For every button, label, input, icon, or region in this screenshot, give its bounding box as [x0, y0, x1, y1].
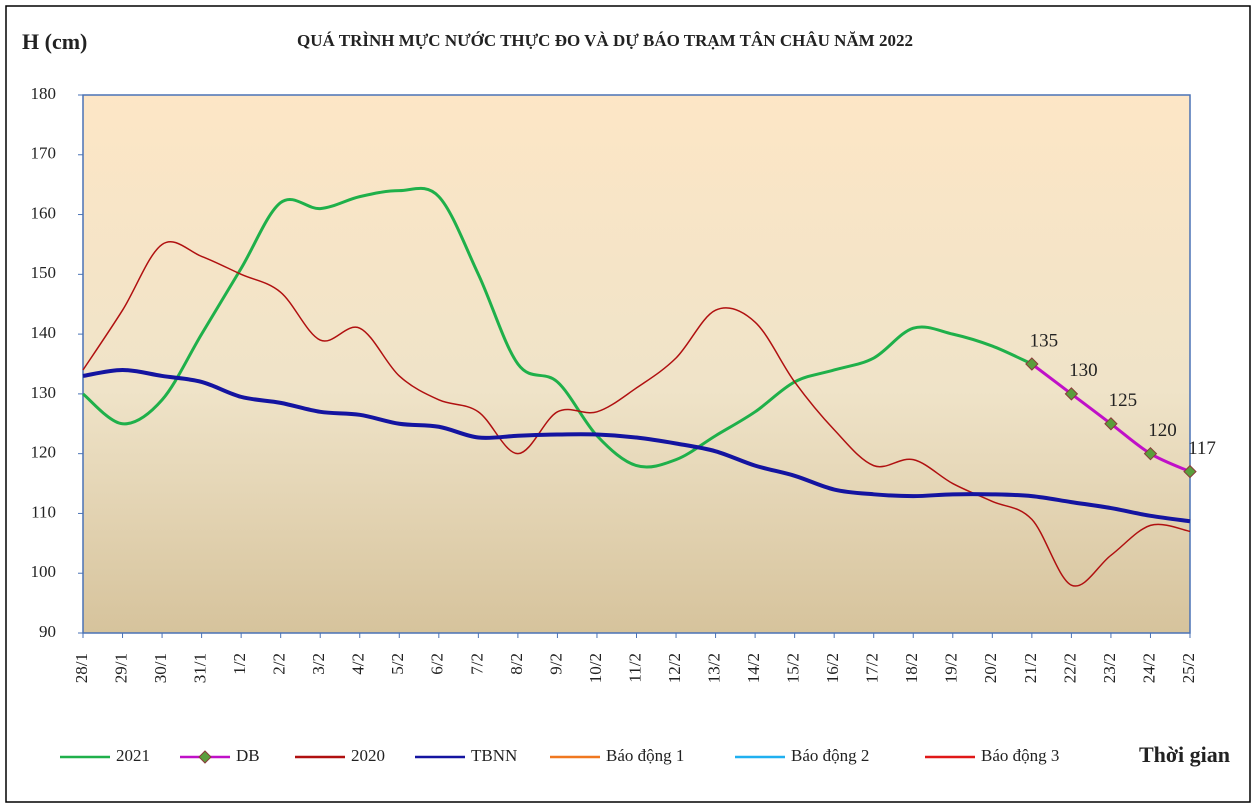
y-tick-label: 140	[31, 323, 57, 342]
y-tick-label: 150	[31, 263, 57, 282]
x-tick-label: 6/2	[428, 653, 447, 675]
x-tick-label: 22/2	[1060, 653, 1079, 683]
y-tick-label: 160	[31, 203, 57, 222]
data-point	[1064, 387, 1079, 401]
x-tick-label: 12/2	[665, 653, 684, 683]
y-tick-label: 120	[31, 443, 57, 462]
y-tick-label: 100	[31, 562, 57, 581]
y-tick-label: 170	[31, 144, 57, 163]
y-tick-label: 130	[31, 383, 57, 402]
y-tick-label: 110	[31, 502, 56, 521]
legend-label: DB	[236, 746, 260, 765]
x-tick-label: 21/2	[1021, 653, 1040, 683]
data-label: 130	[1069, 360, 1098, 381]
legend-label: 2021	[116, 746, 150, 765]
series-line	[82, 186, 1033, 469]
y-tick-label: 90	[39, 622, 56, 641]
data-point	[1104, 417, 1118, 431]
data-label: 135	[1030, 330, 1059, 351]
x-tick-label: 2/2	[270, 653, 289, 675]
x-tick-label: 20/2	[981, 653, 1000, 683]
data-point	[1025, 357, 1039, 371]
x-tick-label: 7/2	[467, 653, 486, 675]
x-tick-label: 9/2	[546, 653, 565, 675]
series-line	[82, 367, 1191, 524]
x-tick-label: 1/2	[230, 653, 249, 675]
x-tick-label: 19/2	[942, 653, 961, 683]
x-tick-label: 8/2	[507, 653, 526, 675]
x-tick-label: 15/2	[784, 653, 803, 683]
data-point	[1143, 446, 1158, 461]
x-tick-label: 13/2	[704, 653, 723, 683]
chart-title: QUÁ TRÌNH MỰC NƯỚC THỰC ĐO VÀ DỰ BÁO TRẠ…	[297, 31, 913, 50]
legend-label: Báo động 1	[606, 746, 684, 765]
data-label: 117	[1188, 438, 1216, 459]
x-tick-label: 23/2	[1100, 653, 1119, 683]
x-tick-label: 3/2	[309, 653, 328, 675]
y-axis-label: H (cm)	[22, 29, 87, 54]
x-tick-label: 17/2	[863, 653, 882, 683]
legend-label: Báo động 3	[981, 746, 1059, 765]
x-tick-label: 16/2	[823, 653, 842, 683]
data-label: 125	[1109, 390, 1138, 411]
x-tick-label: 25/2	[1179, 653, 1198, 683]
plot-area	[82, 94, 1191, 634]
data-point	[1183, 464, 1197, 479]
series-line	[82, 241, 1191, 587]
x-tick-label: 28/1	[72, 653, 91, 683]
legend-label: Báo động 2	[791, 746, 869, 765]
x-tick-label: 30/1	[151, 653, 170, 683]
x-tick-label: 31/1	[191, 653, 210, 683]
x-tick-label: 24/2	[1139, 653, 1158, 683]
x-axis-label: Thời gian	[1139, 742, 1230, 767]
x-tick-label: 29/1	[111, 653, 130, 683]
x-tick-label: 5/2	[388, 653, 407, 675]
legend-marker	[198, 750, 212, 764]
x-tick-label: 18/2	[902, 653, 921, 683]
data-label: 120	[1148, 420, 1177, 441]
legend-label: 2020	[351, 746, 385, 765]
x-tick-label: 14/2	[744, 653, 763, 683]
x-tick-label: 10/2	[586, 653, 605, 683]
y-tick-label: 180	[31, 84, 57, 103]
x-tick-label: 11/2	[625, 653, 644, 683]
x-tick-label: 4/2	[349, 653, 368, 675]
legend-label: TBNN	[471, 746, 517, 765]
